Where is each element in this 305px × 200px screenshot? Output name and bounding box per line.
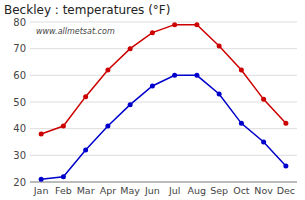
point [39,132,44,137]
point [172,73,177,78]
x-tick-label: Dec [277,185,295,196]
grid-line [30,182,297,183]
grid-line [30,22,297,23]
point [239,68,244,73]
y-tick-label: 20 [13,177,26,188]
series-line [41,75,286,179]
x-tick-label: Jun [144,185,160,196]
point [150,84,155,89]
point [83,94,88,99]
point [105,68,110,73]
x-tick-label: Nov [254,185,273,196]
title: Beckley : temperatures (°F) [4,3,170,17]
x-tick-label: May [120,185,140,196]
point [128,102,133,107]
x-tick-label: Aug [188,185,207,196]
x-tick-label: Jul [168,185,180,196]
x-tick-label: Jan [33,185,49,196]
point [217,44,222,49]
grid-line [30,155,297,156]
y-tick-label: 70 [13,43,26,54]
point [261,140,266,145]
point [105,124,110,129]
point [239,121,244,126]
plot-area [39,22,289,182]
point [128,46,133,51]
point [61,124,66,129]
x-tick-label: Sep [210,185,228,196]
point [261,97,266,102]
y-tick-label: 50 [13,97,26,108]
annotation: www.allmetsat.com [36,27,115,36]
y-tick-label: 80 [13,17,26,28]
plot-background [30,22,297,182]
x-tick-label: Feb [55,185,72,196]
point [39,177,44,182]
point [194,22,199,27]
grid-line [30,128,297,129]
point [61,174,66,179]
chart-container: 20 30 40 50 60 70 80 Jan Feb Mar AprMay Jun Jul AugSe… [0,0,305,200]
point [194,73,199,78]
point [150,30,155,35]
y-tick-label: 60 [13,70,26,81]
grid-line [30,48,297,49]
point [283,121,288,126]
grid-line [30,102,297,103]
point [172,22,177,27]
x-tick-label: Mar [77,185,95,196]
y-tick-label: 30 [13,150,26,161]
point [83,148,88,153]
point [217,92,222,97]
point [283,164,288,169]
y-tick-label: 40 [13,123,26,134]
x-axis-line [30,182,297,183]
chart: 20 30 40 50 60 70 80 Jan Feb Mar AprMay Jun Jul AugSe… [0,0,305,200]
series-line [41,25,286,134]
x-tick-label: Apr [100,185,117,196]
grid-line [30,75,297,76]
x-tick-label: Oct [233,185,250,196]
